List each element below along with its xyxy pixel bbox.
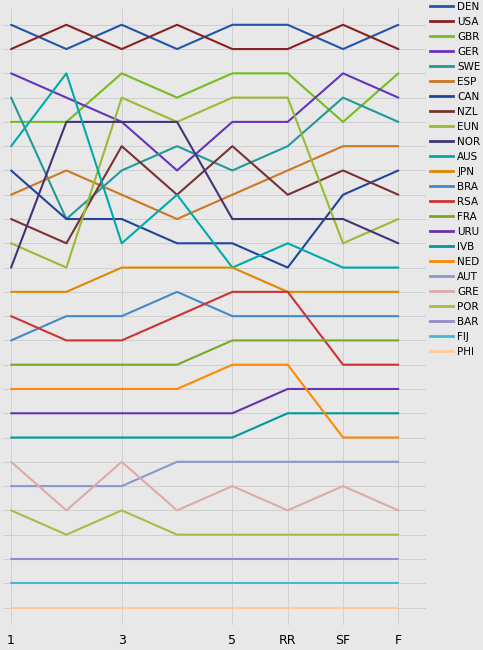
Legend: DEN, USA, GBR, GER, SWE, ESP, CAN, NZL, EUN, NOR, AUS, JPN, BRA, RSA, FRA, URU, : DEN, USA, GBR, GER, SWE, ESP, CAN, NZL, …: [430, 1, 481, 357]
